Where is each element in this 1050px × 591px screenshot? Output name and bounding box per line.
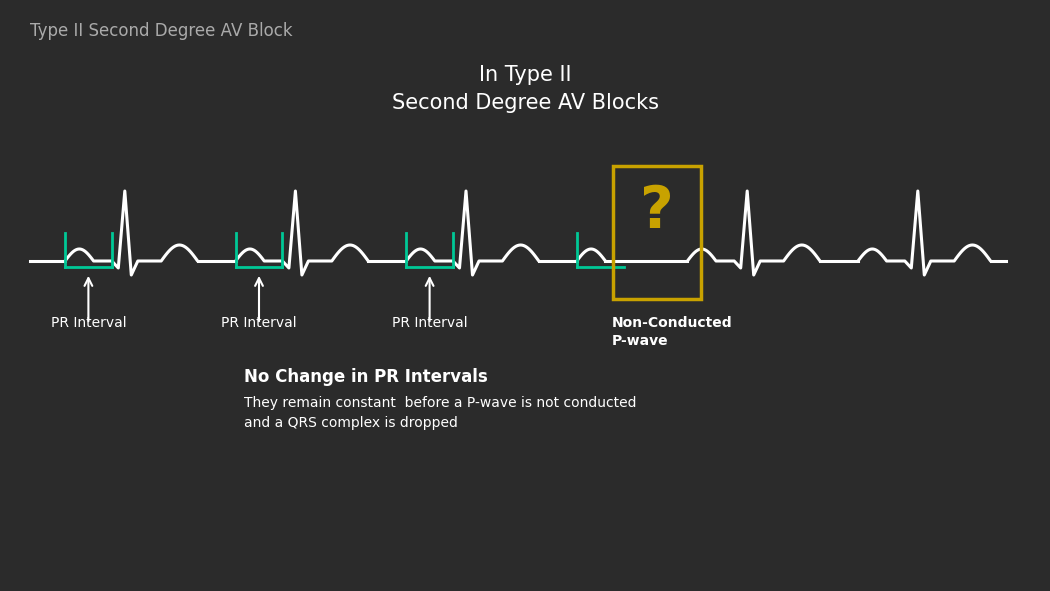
- Text: Type II Second Degree AV Block: Type II Second Degree AV Block: [30, 22, 293, 40]
- Text: PR Interval: PR Interval: [392, 316, 467, 330]
- Text: They remain constant  before a P-wave is not conducted: They remain constant before a P-wave is …: [244, 396, 636, 410]
- Text: Second Degree AV Blocks: Second Degree AV Blocks: [392, 93, 658, 113]
- Bar: [613, 166, 700, 299]
- Text: Non-Conducted: Non-Conducted: [611, 316, 732, 330]
- Text: PR Interval: PR Interval: [50, 316, 126, 330]
- Text: No Change in PR Intervals: No Change in PR Intervals: [244, 368, 488, 386]
- Text: P-wave: P-wave: [611, 334, 668, 348]
- Text: PR Interval: PR Interval: [222, 316, 297, 330]
- Text: and a QRS complex is dropped: and a QRS complex is dropped: [244, 416, 458, 430]
- Text: ?: ?: [640, 183, 674, 239]
- Text: In Type II: In Type II: [479, 65, 571, 85]
